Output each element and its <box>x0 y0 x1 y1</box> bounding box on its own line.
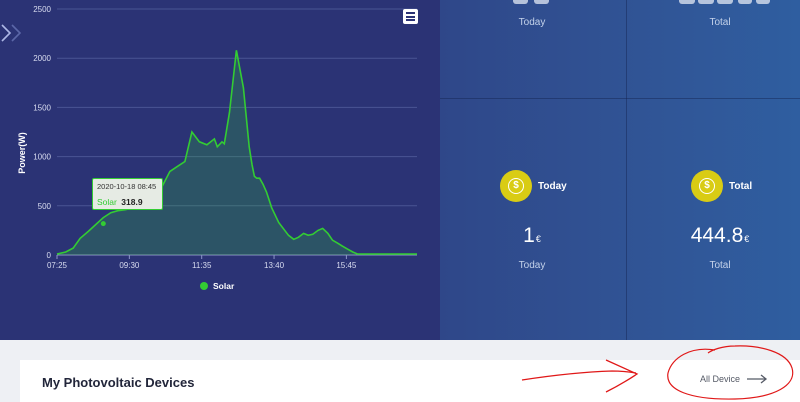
x-tick-label: 07:25 <box>47 261 68 270</box>
devices-card: My Photovoltaic Devices All Device <box>20 360 800 402</box>
all-device-link[interactable]: All Device <box>700 374 768 384</box>
stats-divider-horizontal <box>440 98 800 99</box>
y-tick-label: 2000 <box>33 54 51 63</box>
energy-today-caption: Today <box>518 17 546 28</box>
earnings-total-number: 444.8 <box>690 224 744 247</box>
coin-icon: $ <box>691 170 723 202</box>
tooltip-series: Solar <box>97 197 117 207</box>
y-axis-label: Power(W) <box>2 100 42 210</box>
earnings-today-number: 1 <box>523 224 535 247</box>
tooltip-point <box>100 221 106 227</box>
cut-off-total-energy <box>676 0 772 6</box>
earnings-total-unit: € <box>744 234 750 244</box>
x-tick-label: 09:30 <box>119 261 140 270</box>
y-tick-label: 1500 <box>33 103 51 112</box>
all-device-label: All Device <box>700 374 741 384</box>
earnings-today-title: Today <box>538 181 567 192</box>
arrow-right-icon <box>747 374 768 384</box>
power-chart: 0 500 1000 1500 2000 2500 07:25 09:30 11:35 13:40… <box>33 5 417 270</box>
y-tick-label: 2500 <box>33 5 51 14</box>
x-tick-label: 15:45 <box>336 261 357 270</box>
earnings-today-unit: € <box>535 234 541 244</box>
y-axis-label-text: Power(W) <box>17 132 27 174</box>
earnings-today-value: 1€ <box>462 224 602 248</box>
power-chart-panel: 0 500 1000 1500 2000 2500 07:25 09:30 11:35 13:40… <box>0 0 440 340</box>
earnings-total-title: Total <box>729 181 753 192</box>
devices-title: My Photovoltaic Devices <box>42 375 195 390</box>
y-tick-label: 500 <box>38 202 52 211</box>
earnings-total-value: 444.8€ <box>650 224 790 248</box>
y-tick-label: 0 <box>47 251 52 260</box>
tooltip-date: 2020-10-18 08:45 <box>97 182 157 191</box>
chart-menu-icon[interactable] <box>403 9 418 24</box>
legend-solar-marker <box>200 282 208 290</box>
y-tick-label: 1000 <box>33 153 51 162</box>
stats-panel <box>440 0 800 340</box>
x-tick-label: 13:40 <box>264 261 285 270</box>
earnings-total-caption: Total <box>709 260 731 271</box>
cut-off-today-energy <box>510 0 554 6</box>
energy-total-caption: Total <box>709 17 731 28</box>
coin-icon: $ <box>500 170 532 202</box>
chart-tooltip: 2020-10-18 08:45 Solar 318.9 <box>92 178 163 210</box>
chart-legend[interactable]: Solar <box>200 280 234 292</box>
stats-divider-vertical <box>626 0 627 340</box>
dashboard-top: 0 500 1000 1500 2000 2500 07:25 09:30 11:35 13:40… <box>0 0 800 340</box>
earnings-today-caption: Today <box>518 260 546 271</box>
x-tick-label: 11:35 <box>192 261 212 270</box>
solar-area <box>57 50 417 255</box>
double-chevron-right-icon[interactable] <box>0 22 26 44</box>
legend-solar-label: Solar <box>213 281 235 291</box>
tooltip-value: 318.9 <box>121 197 143 207</box>
